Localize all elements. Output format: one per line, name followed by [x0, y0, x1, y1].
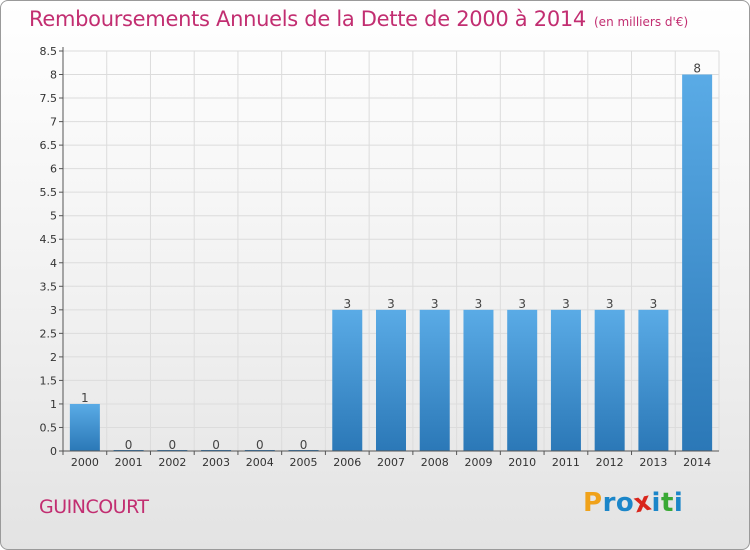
logo-letter: t	[660, 488, 674, 518]
data-label: 3	[387, 297, 395, 311]
y-tick-label: 7.5	[40, 92, 58, 105]
bar	[332, 309, 363, 451]
x-tick-label: 2010	[508, 456, 536, 469]
y-tick-label: 3.5	[40, 280, 58, 293]
y-tick-label: 8	[50, 69, 57, 82]
y-tick-label: 0.5	[40, 421, 58, 434]
y-tick-label: 5	[50, 210, 57, 223]
y-tick-label: 4.5	[40, 233, 58, 246]
data-label: 3	[562, 297, 570, 311]
logo-letter: i	[673, 488, 684, 518]
proxiti-logo[interactable]: Proxiti	[583, 487, 684, 520]
chart-title: Remboursements Annuels de la Dette de 20…	[29, 7, 688, 31]
bar	[550, 309, 581, 451]
bar	[376, 309, 406, 451]
data-label: 3	[606, 297, 614, 311]
y-tick-label: 8.5	[40, 45, 58, 58]
data-label: 0	[300, 438, 308, 452]
x-tick-label: 2007	[377, 456, 405, 469]
chart-subtitle: (en milliers d'€)	[594, 15, 689, 29]
x-tick-label: 2009	[464, 456, 492, 469]
bar	[69, 403, 100, 451]
x-tick-label: 2008	[421, 456, 449, 469]
data-label: 8	[693, 62, 701, 76]
axes: 0 0.5 1 1.5 2 2.5 3 3.5 4 4.5 5 5.5 6 6.5 7 7.5 8 8.5 2000…	[40, 45, 719, 469]
data-label: 0	[212, 438, 220, 452]
data-label: 0	[256, 438, 264, 452]
data-label: 3	[475, 297, 483, 311]
data-label: 3	[343, 297, 351, 311]
y-tick-label: 2.5	[40, 327, 58, 340]
y-tick-label: 4	[50, 257, 57, 270]
bar	[507, 309, 538, 451]
x-tick-label: 2004	[246, 456, 274, 469]
x-tick-label: 2006	[333, 456, 361, 469]
logo-letter: i	[651, 488, 661, 518]
data-label: 3	[431, 297, 439, 311]
y-tick-label: 1.5	[40, 374, 58, 387]
data-labels: 1 0 0 0 0 0 3 3 3 3 3 3 3 3 8	[81, 62, 701, 452]
x-tick-label: 2013	[639, 456, 667, 469]
bar	[463, 309, 494, 451]
x-tick-label: 2003	[202, 456, 230, 469]
bars	[69, 74, 713, 451]
x-tick-label: 2000	[71, 456, 99, 469]
logo-letter: r	[602, 488, 616, 518]
y-tick-label: 6	[50, 163, 57, 176]
y-tick-label: 1	[50, 398, 57, 411]
y-tick-label: 6.5	[40, 139, 58, 152]
y-tick-label: 2	[50, 351, 57, 364]
place-name: GUINCOURT	[39, 496, 149, 518]
y-tick-label: 5.5	[40, 186, 58, 199]
data-label: 0	[125, 438, 133, 452]
x-tick-label: 2012	[596, 456, 624, 469]
chart-title-text: Remboursements Annuels de la Dette de 20…	[29, 7, 586, 31]
logo-letter: P	[583, 488, 603, 518]
y-tick-label: 3	[50, 304, 57, 317]
bar	[594, 309, 625, 451]
data-label: 3	[518, 297, 526, 311]
x-tick-label: 2002	[158, 456, 186, 469]
bar	[419, 309, 450, 451]
bar	[682, 74, 713, 451]
x-tick-label: 2011	[552, 456, 580, 469]
x-tick-label: 2005	[290, 456, 318, 469]
data-label: 3	[650, 297, 658, 311]
data-label: 0	[169, 438, 177, 452]
x-tick-label: 2014	[683, 456, 711, 469]
x-tick-label: 2001	[115, 456, 143, 469]
bar	[638, 309, 669, 451]
y-tick-label: 7	[50, 116, 57, 129]
logo-letter: o	[615, 488, 635, 518]
data-label: 1	[81, 391, 89, 405]
y-tick-label: 0	[50, 445, 57, 458]
